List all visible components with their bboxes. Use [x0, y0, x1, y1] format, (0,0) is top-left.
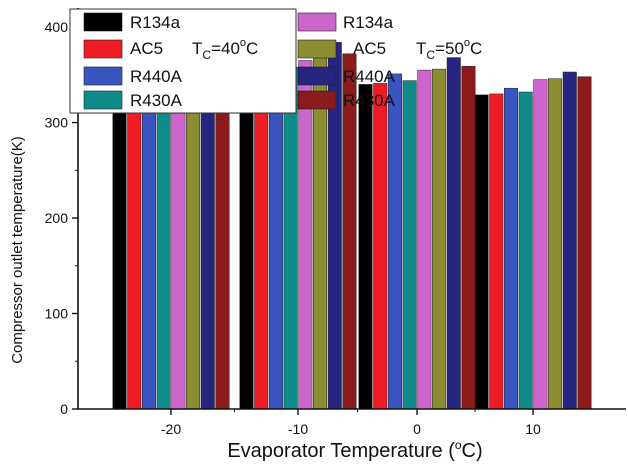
legend-label-3: R430A	[130, 91, 183, 110]
x-tick-label: 10	[525, 421, 541, 437]
y-axis-label: Compressor outlet temperature(K)	[9, 136, 26, 364]
bar-r440a-6-0	[446, 57, 461, 410]
bar-r440a-2-10	[503, 87, 518, 410]
bar-r134a-0--20	[112, 64, 127, 410]
legend-swatch-3	[83, 90, 123, 110]
condensing-temp-annotation-0: TC=40oC	[192, 37, 258, 62]
bar-r134a-0--10	[239, 72, 254, 410]
bar-r134a-0-0	[358, 84, 373, 410]
bar-r134a-0-10	[474, 94, 489, 410]
bar-r430a-7-10	[577, 76, 592, 410]
y-tick-label: 100	[45, 306, 69, 322]
bar-r430a-7-0	[461, 65, 476, 410]
bar-ac5-5-10	[548, 78, 563, 410]
bar-ac5-5-0	[432, 68, 447, 410]
x-axis-label-unit: C)	[462, 440, 483, 462]
legend-swatch-6	[297, 66, 337, 86]
axes: 0 100 200 300 400 -20 -10 0 10	[45, 8, 626, 437]
legend-label-2: R440A	[130, 67, 183, 86]
y-tick-label: 300	[45, 115, 69, 131]
bar-ac5-1-10	[489, 93, 504, 410]
legend-label-0: R134a	[130, 13, 181, 32]
legend-swatch-1	[83, 39, 123, 59]
legend-swatch-5	[297, 39, 337, 59]
plot-area	[112, 29, 592, 410]
x-axis-label-degree: o	[455, 438, 462, 452]
bar-r134a-4-0	[417, 69, 432, 410]
x-axis-label-text: Evaporator Temperature (	[227, 440, 455, 462]
legend-swatch-2	[83, 66, 123, 86]
bar-r430a-3-10	[518, 91, 533, 410]
legend: R134a AC5 R440A R430A R134a AC5 R440A R430A TC=4…	[69, 8, 482, 114]
y-tick-label: 200	[45, 210, 69, 226]
legend-swatch-7	[297, 90, 337, 110]
x-tick-label: -10	[288, 421, 308, 437]
bar-ac5-1-0	[373, 83, 388, 410]
legend-label-1: AC5	[130, 39, 163, 58]
legend-swatch-0	[83, 12, 123, 32]
legend-label-5: AC5	[353, 39, 386, 58]
x-axis-label: Evaporator Temperature (oC)	[227, 438, 482, 462]
y-tick-label: 400	[45, 19, 69, 35]
bar-ac5-5--10	[313, 57, 328, 410]
bar-r430a-3--10	[283, 66, 298, 410]
bar-r440a-6-10	[562, 71, 577, 410]
bar-r134a-4--10	[298, 60, 313, 410]
legend-swatch-4	[297, 12, 337, 32]
x-tick-label: 0	[413, 421, 421, 437]
legend-label-7: R430A	[343, 91, 396, 110]
bar-ac5-1--20	[127, 62, 142, 410]
x-tick-label: -20	[161, 421, 181, 437]
bar-r440a-2-0	[387, 73, 402, 410]
legend-label-6: R440A	[343, 67, 396, 86]
bar-ac5-1--10	[254, 70, 269, 410]
bar-r430a-3-0	[402, 80, 417, 410]
legend-label-4: R134a	[343, 13, 394, 32]
condensing-temp-annotation-1: TC=50oC	[416, 37, 482, 62]
y-tick-label: 0	[60, 401, 68, 417]
bar-r134a-4-10	[533, 79, 548, 410]
